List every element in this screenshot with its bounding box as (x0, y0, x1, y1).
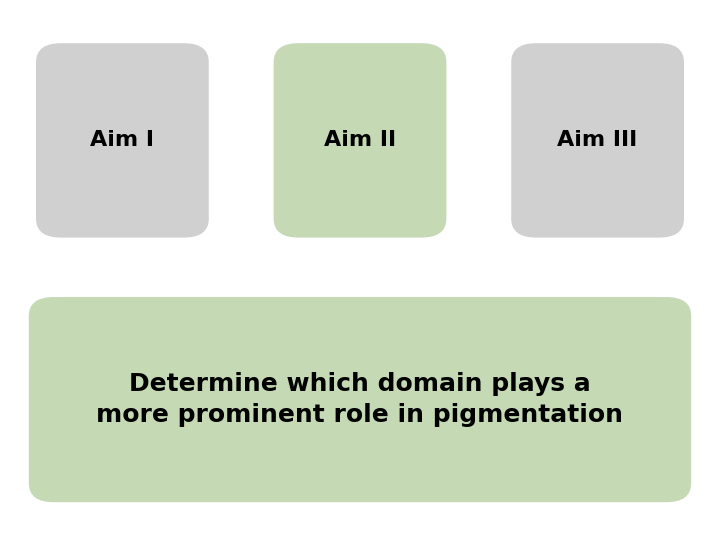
Text: Aim II: Aim II (324, 130, 396, 151)
FancyBboxPatch shape (36, 43, 209, 238)
Text: Determine which domain plays a
more prominent role in pigmentation: Determine which domain plays a more prom… (96, 372, 624, 427)
FancyBboxPatch shape (274, 43, 446, 238)
Text: Aim I: Aim I (91, 130, 154, 151)
FancyBboxPatch shape (511, 43, 684, 238)
FancyBboxPatch shape (29, 297, 691, 502)
Text: Aim III: Aim III (557, 130, 638, 151)
